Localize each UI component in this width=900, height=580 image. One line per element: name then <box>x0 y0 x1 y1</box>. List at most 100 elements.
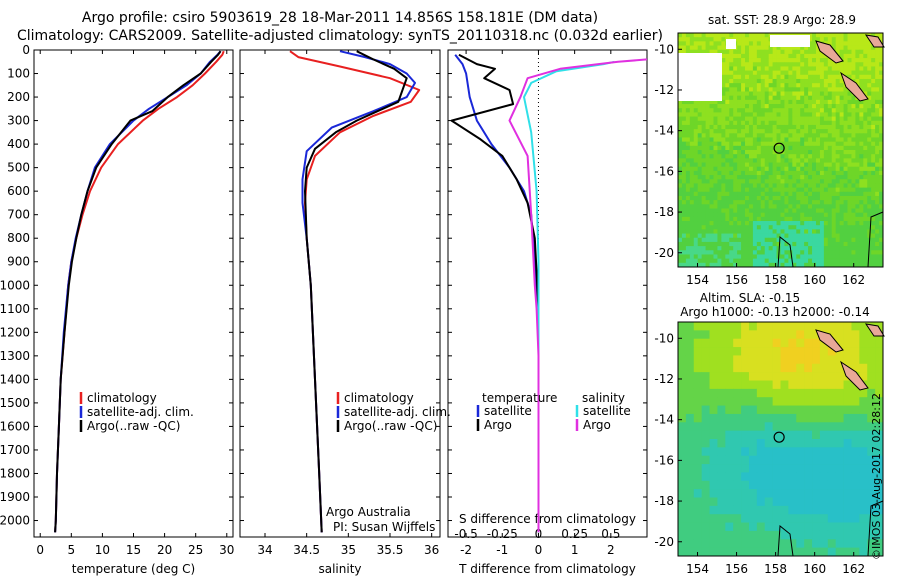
map-cell <box>780 83 785 88</box>
map-cell <box>843 497 852 507</box>
map-cell <box>879 124 884 130</box>
map-cell <box>709 372 718 381</box>
map-cell <box>792 137 797 142</box>
map-cell <box>796 104 801 109</box>
map-x-tick-label: 154 <box>686 562 709 576</box>
map-cell <box>819 195 825 201</box>
map-cell <box>701 191 706 197</box>
map-missing-data <box>770 35 810 47</box>
map-cell <box>725 221 730 226</box>
map-cell <box>705 246 710 251</box>
map-cell <box>808 78 813 84</box>
map-cell <box>678 547 687 557</box>
map-cell <box>709 129 714 134</box>
map-cell <box>709 170 714 176</box>
map-cell <box>776 195 781 201</box>
map-cell <box>685 372 695 381</box>
map-cell <box>812 262 817 268</box>
map-cell <box>752 233 758 239</box>
map-cell <box>843 170 848 176</box>
map-cell <box>764 212 769 218</box>
map-cell <box>863 237 868 243</box>
map-cell <box>831 45 836 51</box>
map-cell <box>745 233 750 239</box>
map-cell <box>831 221 836 226</box>
map-cell <box>760 254 766 259</box>
map-cell <box>733 66 738 71</box>
map-cell <box>681 225 687 230</box>
map-cell <box>764 179 769 184</box>
map-cell <box>843 150 848 155</box>
map-cell <box>709 472 718 482</box>
map-cell <box>752 254 758 259</box>
map-cell <box>839 229 844 234</box>
map-cell <box>780 363 789 373</box>
map-cell <box>701 505 710 515</box>
map-cell <box>847 187 852 193</box>
map-cell <box>815 133 821 138</box>
map-cell <box>685 183 691 188</box>
map-cell <box>855 241 860 247</box>
map-cell <box>678 116 683 122</box>
map-cell <box>827 150 833 155</box>
map-cell <box>764 464 773 473</box>
map-cell <box>760 104 766 109</box>
map-cell <box>815 258 821 264</box>
map-cell <box>800 83 805 88</box>
map-cell <box>788 233 793 239</box>
map-cell <box>863 229 868 234</box>
map-cell <box>827 175 833 180</box>
map-cell <box>681 112 687 117</box>
map-cell <box>737 175 742 180</box>
map-cell <box>875 208 880 213</box>
map-cell <box>843 246 848 251</box>
map-cell <box>756 137 762 142</box>
map-cell <box>812 208 817 213</box>
map-cell <box>780 212 785 218</box>
map-cell <box>784 124 789 130</box>
map-cell <box>812 124 817 130</box>
map-cell <box>808 216 813 222</box>
map-cell <box>678 254 683 259</box>
map-cell <box>879 62 884 67</box>
map-cell <box>717 547 726 557</box>
map-cell <box>831 229 836 234</box>
map-cell <box>768 49 773 55</box>
map-cell <box>709 120 714 126</box>
map-cell <box>697 158 702 163</box>
map-cell <box>678 322 687 331</box>
map-cell <box>835 447 844 457</box>
map-cell <box>808 225 813 230</box>
map-cell <box>859 497 868 507</box>
map-cell <box>879 250 884 255</box>
map-cell <box>812 522 821 532</box>
map-cell <box>681 175 687 180</box>
map-cell <box>678 208 683 213</box>
map-cell <box>741 112 746 117</box>
map-cell <box>835 179 840 184</box>
map-cell <box>788 514 797 523</box>
map-cell <box>812 539 821 548</box>
map-cell <box>875 250 880 255</box>
map-cell <box>733 241 738 247</box>
map-cell <box>796 221 801 226</box>
map-cell <box>678 175 683 180</box>
map-cell <box>697 187 702 193</box>
map-cell <box>835 33 840 38</box>
map-cell <box>859 254 864 259</box>
map-cell <box>804 522 813 532</box>
map-cell <box>741 237 746 243</box>
map-cell <box>776 112 781 117</box>
map-cell <box>693 480 702 490</box>
map-cell <box>733 112 738 117</box>
map-cell <box>776 170 781 176</box>
map-cell <box>879 104 884 109</box>
map-cell <box>685 154 691 159</box>
map-cell <box>835 372 844 381</box>
map-cell <box>733 191 738 197</box>
map-cell <box>685 37 691 42</box>
map-cell <box>859 212 864 218</box>
map-cell <box>875 137 880 142</box>
map-cell <box>851 62 856 67</box>
map-cell <box>756 104 762 109</box>
